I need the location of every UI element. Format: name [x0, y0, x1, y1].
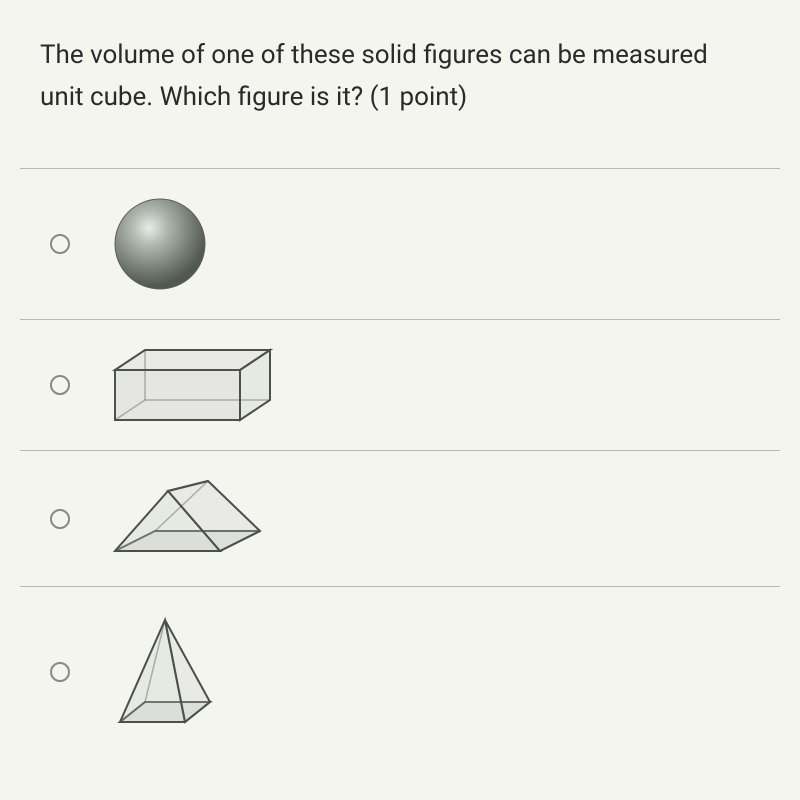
radio-sphere[interactable]	[50, 234, 70, 254]
option-square-pyramid[interactable]	[20, 586, 780, 757]
question-line-2: unit cube. Which figure is it? (1 point)	[40, 82, 467, 112]
question-line-1: The volume of one of these solid figures…	[40, 40, 708, 70]
option-triangular-prism[interactable]	[20, 450, 780, 586]
option-rectangular-prism[interactable]	[20, 319, 780, 450]
radio-rectangular-prism[interactable]	[50, 375, 70, 395]
triangular-prism-shape	[110, 476, 270, 561]
option-sphere[interactable]	[20, 168, 780, 319]
sphere-shape	[110, 194, 210, 294]
square-pyramid-icon	[110, 612, 220, 732]
options-list	[20, 168, 780, 757]
triangular-prism-icon	[110, 476, 270, 561]
radio-square-pyramid[interactable]	[50, 662, 70, 682]
question-text: The volume of one of these solid figures…	[20, 20, 780, 148]
rectangular-prism-icon	[110, 345, 275, 425]
square-pyramid-shape	[110, 612, 220, 732]
radio-triangular-prism[interactable]	[50, 509, 70, 529]
sphere-icon	[110, 194, 210, 294]
rectangular-prism-shape	[110, 345, 275, 425]
